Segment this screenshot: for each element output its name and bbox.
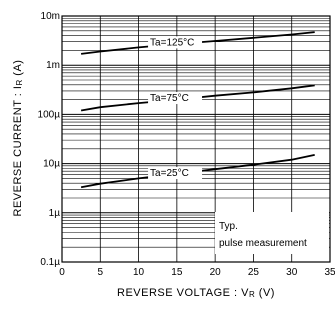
annotation-box: Typ. pulse measurement bbox=[215, 212, 329, 254]
y-axis-title: REVERSE CURRENT : IR (A) bbox=[12, 60, 24, 217]
x-axis-title: REVERSE VOLTAGE : VR (V) bbox=[117, 287, 275, 299]
curves: Ta=125°C Ta=75°C Ta=25°C bbox=[80, 31, 315, 189]
tick-labels: 0 5 10 15 20 25 30 35 0.1µ 1µ 10µ 100µ 1m 10m bbox=[38, 11, 335, 278]
x-tick-label: 10 bbox=[133, 267, 145, 278]
x-tick-label: 0 bbox=[59, 267, 65, 278]
y-tick-label: 10µ bbox=[43, 159, 60, 170]
series-label: Ta=25°C bbox=[150, 168, 189, 179]
y-tick-label: 10m bbox=[41, 11, 60, 22]
x-tick-label: 25 bbox=[248, 267, 260, 278]
y-tick-label: 100µ bbox=[38, 109, 61, 120]
y-tick-label: 1m bbox=[46, 60, 60, 71]
series-label-backing bbox=[148, 167, 203, 180]
series-label: Ta=75°C bbox=[150, 93, 189, 104]
x-tick-label: 35 bbox=[324, 267, 335, 278]
x-tick-label: 5 bbox=[98, 267, 104, 278]
annotation-line-1: Typ. bbox=[219, 221, 238, 232]
y-tick-label: 0.1µ bbox=[40, 257, 60, 268]
x-tick-label: 20 bbox=[210, 267, 222, 278]
x-tick-label: 15 bbox=[171, 267, 183, 278]
y-tick-label: 1µ bbox=[49, 208, 61, 219]
x-tick-label: 30 bbox=[286, 267, 298, 278]
plot-frame bbox=[61, 15, 331, 263]
annotation-line-2: pulse measurement bbox=[219, 238, 307, 249]
series-label-backing bbox=[148, 92, 203, 105]
series-label-backing bbox=[148, 36, 203, 49]
series-label: Ta=125°C bbox=[150, 37, 194, 48]
